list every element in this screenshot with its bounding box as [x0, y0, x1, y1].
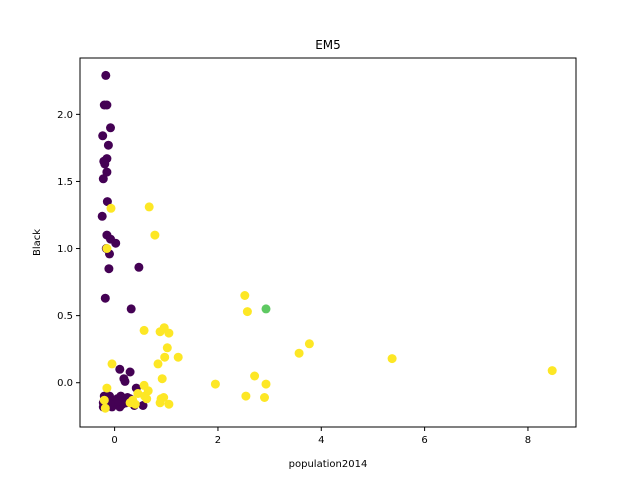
- data-point: [153, 359, 163, 369]
- data-point: [150, 230, 160, 240]
- x-tick-label: 8: [525, 435, 531, 446]
- x-tick-label: 0: [111, 435, 117, 446]
- y-tick-label: 0.0: [57, 378, 73, 389]
- data-point: [102, 383, 112, 393]
- data-point: [106, 123, 115, 133]
- data-point: [139, 325, 149, 335]
- data-point: [387, 354, 397, 364]
- points-layer: [97, 70, 557, 413]
- data-point: [261, 304, 271, 314]
- data-point: [155, 398, 165, 408]
- data-point: [304, 339, 314, 349]
- data-point: [102, 197, 112, 207]
- x-tick-label: 6: [421, 435, 427, 446]
- data-point: [104, 264, 114, 274]
- data-point: [97, 211, 107, 221]
- data-point: [162, 343, 172, 353]
- data-point: [100, 159, 110, 169]
- y-axis-label: Black: [32, 229, 43, 256]
- data-point: [102, 167, 112, 177]
- data-point: [99, 395, 109, 405]
- data-point: [98, 174, 108, 184]
- data-point: [138, 401, 148, 410]
- x-axis-label: population2014: [289, 459, 368, 470]
- data-point: [100, 403, 110, 413]
- data-point: [142, 394, 152, 404]
- y-axis-ticks: 0.0 0.5 1.0 1.5 2.0: [57, 110, 80, 389]
- data-point: [111, 238, 121, 248]
- data-point: [134, 262, 144, 272]
- data-point: [261, 379, 271, 389]
- y-tick-label: 0.5: [57, 311, 73, 322]
- data-point: [144, 202, 154, 212]
- data-point: [101, 70, 111, 80]
- data-point: [294, 348, 304, 358]
- data-point: [157, 374, 167, 384]
- data-point: [241, 391, 251, 401]
- data-point: [120, 376, 130, 386]
- plot-frame: [79, 57, 577, 428]
- data-point: [547, 366, 557, 376]
- chart-title: EM5: [315, 38, 341, 52]
- y-tick-label: 1.5: [57, 177, 73, 188]
- y-tick-label: 2.0: [57, 110, 73, 121]
- data-point: [242, 307, 252, 317]
- data-point: [107, 359, 117, 369]
- data-point: [103, 140, 113, 150]
- x-tick-label: 2: [215, 435, 221, 446]
- x-axis-ticks: 0 2 4 6 8: [111, 427, 531, 446]
- data-point: [125, 367, 135, 377]
- data-point: [102, 100, 112, 110]
- data-point: [115, 364, 125, 374]
- data-point: [160, 352, 170, 362]
- y-tick-label: 1.0: [57, 244, 73, 255]
- data-point: [250, 371, 260, 381]
- data-point: [126, 304, 136, 314]
- data-point: [164, 399, 174, 409]
- data-point: [100, 293, 110, 303]
- data-point: [116, 391, 126, 401]
- data-point: [210, 379, 220, 389]
- data-point: [260, 393, 269, 402]
- data-point: [164, 328, 174, 338]
- data-point: [240, 291, 250, 300]
- data-point: [98, 131, 108, 141]
- data-point: [106, 203, 116, 213]
- data-point: [102, 244, 112, 253]
- data-point: [173, 352, 183, 362]
- x-tick-label: 4: [318, 435, 324, 446]
- data-point: [125, 398, 135, 408]
